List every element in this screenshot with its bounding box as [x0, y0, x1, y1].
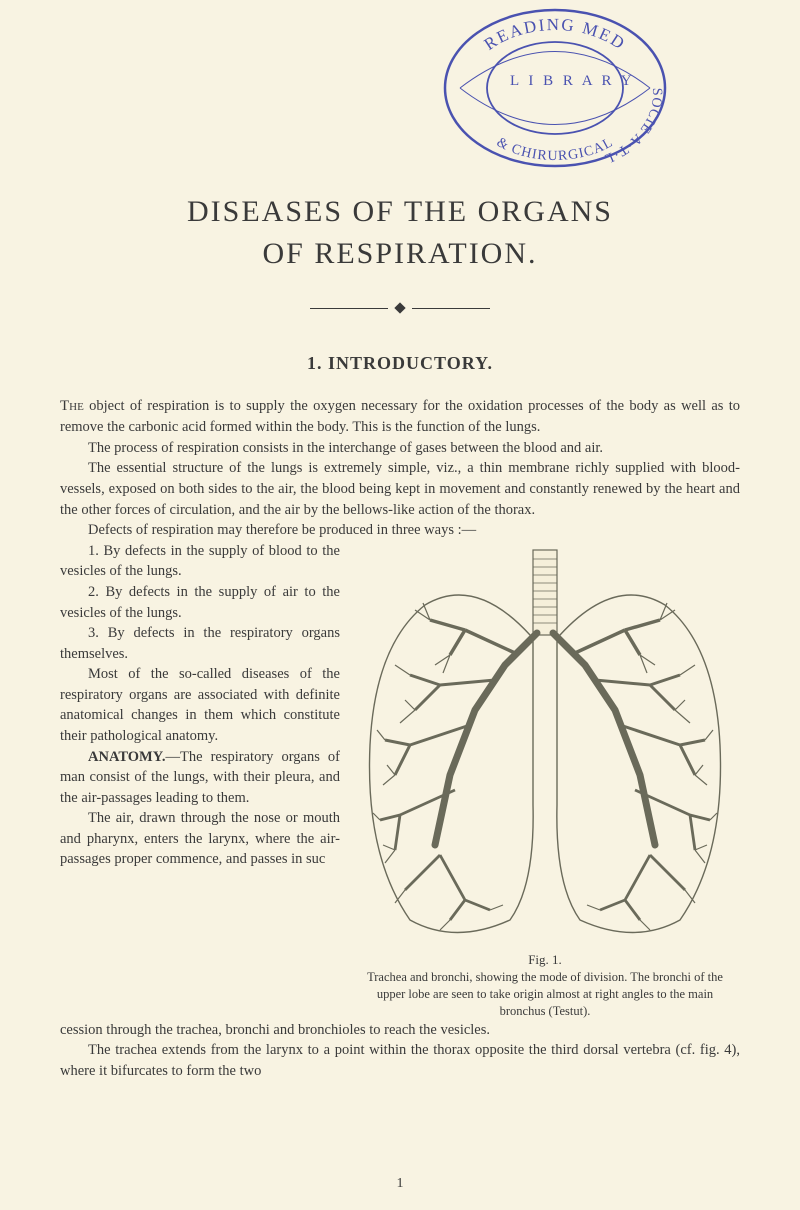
- section-heading: 1. INTRODUCTORY.: [60, 353, 740, 374]
- svg-text:L I B R A R Y: L I B R A R Y: [510, 73, 635, 89]
- library-stamp: READING MED L I B R A R Y & CHIRURGICAL …: [440, 5, 670, 170]
- paragraph-3: The essential structure of the lungs is …: [60, 458, 740, 520]
- figure-caption: Trachea and bronchi, showing the mode of…: [350, 969, 740, 1020]
- paragraph-1: The object of respiration is to supply t…: [60, 396, 740, 438]
- svg-text:READING MED: READING MED: [481, 15, 630, 54]
- paragraph-4: Defects of respiration may therefore be …: [60, 520, 740, 541]
- lung-diagram-svg: [355, 545, 735, 945]
- paragraph-2: The process of respiration consists in t…: [60, 438, 740, 459]
- svg-text:SOCIE A·T·L: SOCIE A·T·L: [601, 88, 664, 167]
- figure-1: Fig. 1. Trachea and bronchi, showing the…: [350, 545, 740, 1020]
- page-number: 1: [397, 1176, 404, 1192]
- paragraph-9: The trachea extends from the larynx to a…: [60, 1040, 740, 1081]
- figure-number: Fig. 1.: [350, 951, 740, 969]
- title-line-2: OF RESPIRATION.: [60, 237, 740, 271]
- paragraph-8: cession through the trachea, bronchi and…: [60, 1020, 740, 1041]
- body-text: The object of respiration is to supply t…: [60, 396, 740, 1082]
- divider: [60, 299, 740, 317]
